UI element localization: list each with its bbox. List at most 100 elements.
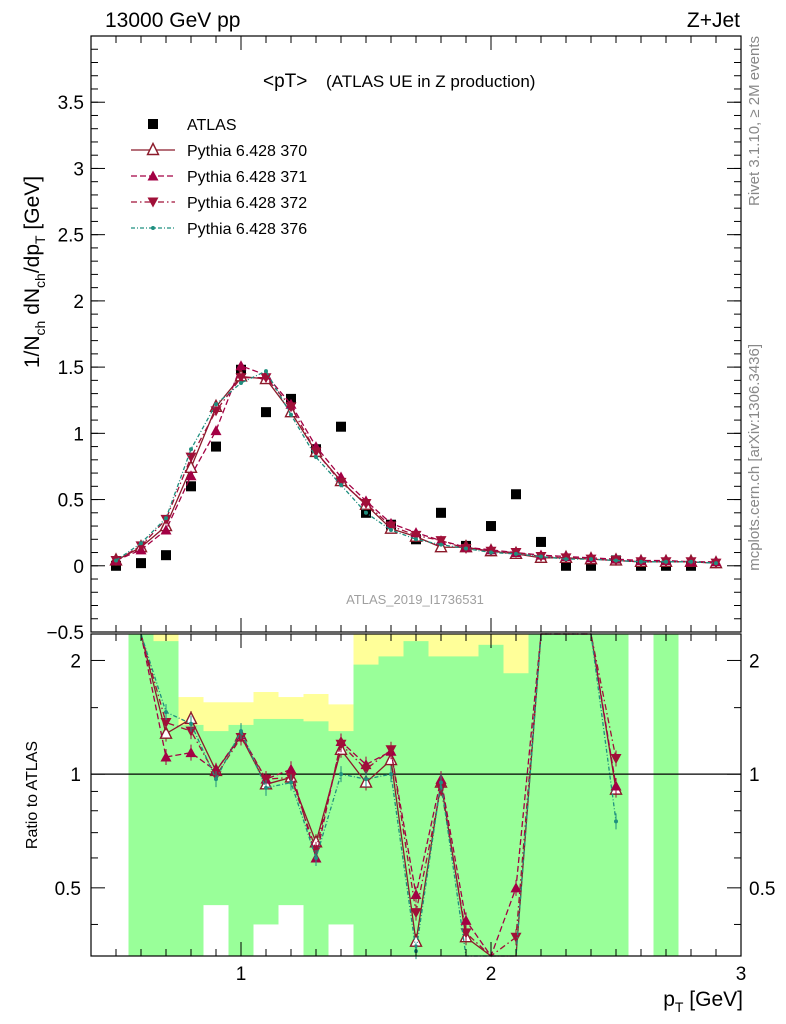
ratio-point (510, 932, 522, 943)
data-point (264, 369, 268, 374)
data-point (135, 541, 147, 552)
x-tick-label: 3 (736, 964, 747, 985)
data-point (289, 412, 293, 417)
ratio-point (410, 908, 422, 919)
green-band (528, 634, 554, 956)
green-band (253, 718, 279, 925)
green-band (153, 641, 179, 956)
data-point (689, 559, 693, 564)
y-tick-label: 2 (73, 292, 84, 313)
rivet-label: Rivet 3.1.10, ≥ 2M events (746, 36, 763, 206)
data-point (389, 528, 393, 533)
ratio-point (610, 754, 622, 765)
data-point (664, 559, 668, 564)
green-band (353, 664, 379, 956)
ratio-point (189, 721, 193, 726)
ratio-point (360, 764, 372, 775)
data-point (339, 482, 343, 487)
legend-label: Pythia 6.428 370 (187, 143, 307, 160)
ratio-y-tick-label-right: 2 (749, 651, 760, 672)
green-band (478, 644, 504, 956)
ratio-point (160, 751, 172, 762)
data-point (164, 516, 168, 521)
data-point (714, 561, 718, 566)
ratio-point (364, 777, 368, 782)
data-point (189, 447, 193, 452)
ratio-uncertainty-bands (128, 634, 679, 956)
data-point (589, 557, 593, 562)
data-point (160, 524, 172, 535)
plot-title: <pT> (263, 71, 307, 92)
data-point (486, 521, 496, 532)
data-point (185, 470, 197, 481)
ratio-point (439, 780, 443, 785)
ratio-y-axis-label: Ratio to ATLAS (24, 741, 41, 849)
green-band (503, 673, 529, 956)
mcplots-label: mcplots.cern.ch [arXiv:1306.3436] (746, 344, 763, 571)
ratio-point (460, 928, 472, 939)
ratio-point (460, 914, 472, 925)
ratio-point (335, 739, 347, 750)
legend: ATLAS Pythia 6.428 370 Pythia 6.428 371 Pyt… (131, 117, 307, 238)
green-band (578, 634, 604, 956)
data-point (464, 546, 468, 551)
data-point (536, 536, 546, 547)
data-point (561, 560, 571, 571)
data-point (136, 558, 146, 569)
ratio-line (140, 633, 617, 957)
data-point (314, 455, 318, 460)
data-point (360, 499, 372, 510)
ratio-point (314, 855, 318, 860)
ratio-point (389, 772, 393, 777)
data-point (239, 381, 243, 386)
y-tick-label: 2.5 (58, 226, 84, 247)
data-point (564, 557, 568, 562)
data-point (235, 373, 247, 384)
data-point (639, 559, 643, 564)
legend-marker (147, 197, 159, 208)
ratio-y-tick-label-right: 1 (749, 765, 760, 786)
header-right: Z+Jet (687, 9, 740, 32)
data-point (436, 507, 446, 518)
legend-label: Pythia 6.428 376 (187, 221, 307, 238)
legend-marker (146, 141, 160, 156)
data-point (161, 550, 171, 561)
ratio-y-tick-label-right: 0.5 (749, 879, 775, 900)
data-point (511, 489, 521, 500)
ratio-point (159, 725, 173, 739)
y-tick-label: 3 (73, 159, 84, 180)
ratio-point (614, 819, 618, 824)
data-point (435, 536, 447, 547)
legend-marker (147, 170, 159, 181)
data-point (586, 560, 596, 571)
ratio-point (185, 747, 197, 758)
main-axes: −0.5 0 0.5 1 1.5 2 2.5 3 3.5 (46, 35, 742, 644)
data-point (235, 360, 247, 371)
x-tick-label: 2 (486, 964, 497, 985)
data-point (210, 406, 222, 417)
y-tick-label: 1 (73, 424, 84, 445)
ratio-series-group (91, 633, 741, 960)
data-point (261, 407, 271, 418)
main-series-group (109, 360, 723, 571)
legend-label: Pythia 6.428 372 (187, 195, 307, 212)
ratio-point (610, 780, 622, 791)
x-tick-label: 1 (236, 964, 247, 985)
data-point (336, 421, 346, 432)
data-point (364, 510, 368, 515)
legend-label: ATLAS (187, 117, 237, 134)
ratio-point (385, 745, 397, 756)
ratio-point (239, 729, 243, 734)
main-y-axis-label: 1/Nch dNch/dpT [GeV] (21, 176, 48, 368)
y-tick-label: 1.5 (58, 358, 84, 379)
green-band (278, 718, 304, 906)
ratio-y-tick-label: 2 (70, 651, 81, 672)
data-point (539, 554, 543, 559)
ratio-point (510, 882, 522, 893)
x-axis-label: pT [GeV] (663, 988, 743, 1015)
ratio-line (140, 633, 617, 958)
y-tick-label: −0.5 (46, 623, 84, 644)
green-band (128, 634, 154, 956)
green-band (228, 724, 254, 956)
